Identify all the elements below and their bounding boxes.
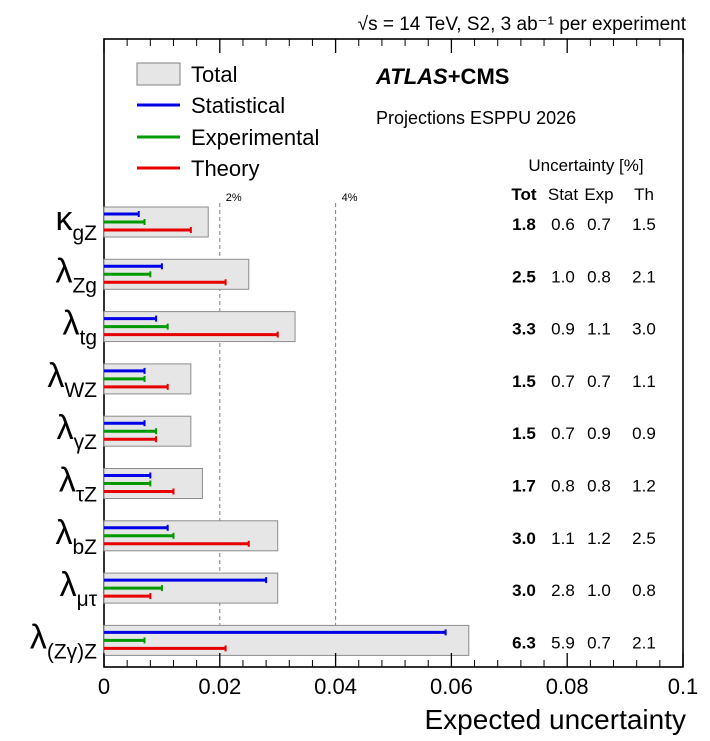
table-total-value: 3.0	[512, 581, 536, 600]
table-value: 2.1	[632, 633, 656, 652]
table-value: 0.8	[587, 477, 611, 496]
table-value: 1.0	[551, 267, 575, 286]
table-value: 0.7	[587, 372, 611, 391]
table-value: 1.0	[587, 581, 611, 600]
table-value: 0.9	[551, 320, 575, 339]
x-tick-label: 0.04	[314, 674, 357, 699]
x-tick-label: 0	[98, 674, 110, 699]
table-value: 0.8	[587, 267, 611, 286]
table-value: 0.9	[632, 424, 656, 443]
table-value: 0.9	[587, 424, 611, 443]
x-tick-label: 0.02	[198, 674, 241, 699]
experiment-label: ATLAS+CMS	[375, 64, 509, 89]
legend-label: Theory	[191, 156, 259, 181]
reference-line-label: 2%	[226, 192, 242, 204]
legend-label: Total	[191, 62, 237, 87]
table-column-header: Stat	[548, 185, 579, 204]
legend-total-swatch	[136, 62, 181, 86]
category-label: λγZ	[57, 409, 98, 454]
table-value: 1.2	[587, 529, 611, 548]
table-value: 0.6	[551, 215, 575, 234]
table-column-header: Th	[634, 185, 654, 204]
table-value: 0.7	[587, 633, 611, 652]
category-label: λ(Zγ)Z	[30, 618, 97, 663]
x-axis-label: Expected uncertainty	[425, 704, 687, 735]
table-value: 1.2	[632, 477, 656, 496]
legend-label: Statistical	[191, 93, 285, 118]
table-total-value: 3.3	[512, 320, 536, 339]
table-value: 2.8	[551, 581, 575, 600]
table-value: 0.7	[587, 215, 611, 234]
table-value: 0.8	[551, 477, 575, 496]
table-value: 0.7	[551, 424, 575, 443]
category-label: λbZ	[55, 514, 97, 559]
category-label: λtg	[62, 305, 97, 350]
table-title: Uncertainty [%]	[528, 156, 643, 175]
table-value: 3.0	[632, 320, 656, 339]
table-value: 1.1	[587, 320, 611, 339]
table-total-value: 1.7	[512, 477, 536, 496]
legend-label: Experimental	[191, 125, 319, 150]
x-tick-label: 0.08	[546, 674, 589, 699]
category-label: λτZ	[59, 462, 97, 507]
table-value: 2.1	[632, 267, 656, 286]
table-column-header: Exp	[584, 185, 613, 204]
category-label: λμτ	[60, 566, 98, 611]
table-total-value: 1.5	[512, 424, 536, 443]
category-label: λZg	[55, 252, 97, 297]
reference-line-label: 4%	[342, 192, 358, 204]
table-value: 0.7	[551, 372, 575, 391]
table-value: 1.5	[632, 215, 656, 234]
table-total-value: 1.8	[512, 215, 536, 234]
table-value: 2.5	[632, 529, 656, 548]
x-tick-label: 0.1	[668, 674, 699, 699]
table-column-header: Tot	[511, 185, 537, 204]
table-value: 5.9	[551, 633, 575, 652]
table-total-value: 2.5	[512, 267, 536, 286]
header-text: √s = 14 TeV, S2, 3 ab⁻¹ per experiment	[358, 14, 687, 35]
table-total-value: 1.5	[512, 372, 536, 391]
projection-label: Projections ESPPU 2026	[376, 108, 576, 128]
total-bar	[103, 624, 470, 656]
table-total-value: 3.0	[512, 529, 536, 548]
table-value: 0.8	[632, 581, 656, 600]
plot-frame	[103, 38, 684, 668]
table-value: 1.1	[551, 529, 575, 548]
category-label: λWZ	[47, 357, 97, 402]
table-total-value: 6.3	[512, 633, 536, 652]
table-value: 1.1	[632, 372, 656, 391]
category-label: κgZ	[55, 200, 97, 245]
x-tick-label: 0.06	[430, 674, 473, 699]
